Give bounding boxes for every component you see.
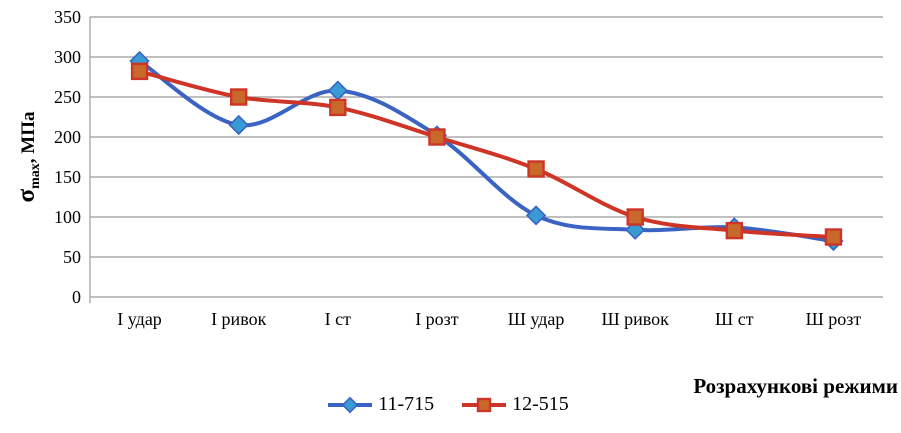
marker-square bbox=[229, 88, 248, 106]
x-category-label: Ш ривок bbox=[601, 309, 669, 329]
marker-diamond bbox=[228, 114, 249, 136]
y-tick-label: 200 bbox=[54, 127, 81, 147]
sigma-subscript: max bbox=[27, 163, 43, 189]
y-tick-label: 0 bbox=[72, 287, 81, 307]
x-category-label: І ривок bbox=[211, 309, 267, 329]
series-12-515 bbox=[130, 62, 843, 246]
x-category-label: Ш ст bbox=[715, 309, 754, 329]
y-axis-title: σmax, МПа bbox=[13, 47, 44, 267]
marker-square bbox=[130, 62, 149, 81]
x-category-label: І ст bbox=[325, 309, 351, 329]
marker-square bbox=[527, 160, 545, 178]
legend-marker-diamond-icon bbox=[328, 396, 373, 413]
y-tick-label: 300 bbox=[54, 47, 81, 67]
y-tick-label: 150 bbox=[54, 167, 81, 187]
y-tick-label: 50 bbox=[63, 247, 81, 267]
y-axis-unit: , МПа bbox=[18, 111, 39, 164]
x-category-label: Ш розт bbox=[806, 309, 862, 329]
marker-square bbox=[476, 397, 492, 412]
marker-diamond bbox=[525, 205, 547, 226]
marker-square bbox=[824, 228, 843, 246]
legend: 11-715 12-515 bbox=[0, 393, 895, 416]
legend-item-12-515: 12-515 bbox=[460, 393, 569, 416]
marker-diamond bbox=[341, 396, 359, 413]
x-category-label: Ш удар bbox=[508, 309, 565, 329]
x-category-label: І розт bbox=[415, 309, 459, 329]
marker-square bbox=[626, 208, 644, 226]
legend-item-11-715: 11-715 bbox=[326, 393, 434, 416]
y-tick-label: 100 bbox=[54, 207, 81, 227]
marker-square bbox=[329, 98, 347, 117]
marker-square bbox=[428, 128, 446, 146]
y-tick-label: 250 bbox=[54, 87, 81, 107]
series-line bbox=[137, 69, 836, 239]
x-category-label: І удар bbox=[117, 309, 162, 329]
sigma-symbol: σ bbox=[13, 188, 40, 203]
legend-label: 11-715 bbox=[378, 393, 435, 415]
y-tick-label: 350 bbox=[54, 7, 81, 27]
x-axis-title: Розрахункові режими bbox=[693, 374, 898, 398]
legend-marker-square-icon bbox=[462, 397, 507, 412]
marker-square bbox=[725, 221, 744, 240]
legend-label: 12-515 bbox=[512, 393, 569, 415]
